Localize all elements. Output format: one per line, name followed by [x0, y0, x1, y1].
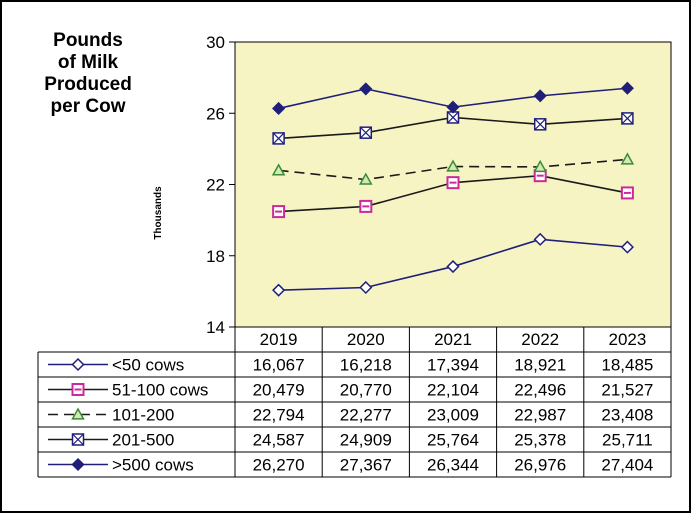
data-label: 20,479 — [253, 381, 305, 400]
series-2 — [272, 169, 634, 219]
data-label: 22,496 — [514, 381, 566, 400]
data-label: 20,770 — [340, 381, 392, 400]
series-point — [71, 457, 85, 472]
table-row: >500 cows 26,270 27,367 26,344 26,976 27,404 — [48, 456, 653, 475]
x-tick-label: 2020 — [347, 330, 385, 349]
data-label: 24,909 — [340, 431, 392, 450]
data-label: 21,527 — [601, 381, 653, 400]
data-label: 26,270 — [253, 456, 305, 475]
series-point — [359, 280, 373, 295]
legend-label: 101-200 — [112, 406, 174, 425]
series-5 — [272, 81, 634, 116]
y-tick-label: 26 — [206, 104, 225, 123]
data-label: 16,218 — [340, 356, 392, 375]
data-label: 25,764 — [427, 431, 479, 450]
series-layer — [271, 81, 635, 297]
table-row: 101-200 22,794 22,277 23,009 22,987 23,408 — [48, 406, 653, 425]
table-row: 51-100 cows 20,479 20,770 22,104 22,496 21,52… — [48, 381, 653, 400]
x-tick-label: 2022 — [521, 330, 559, 349]
y-tick-label: 30 — [206, 33, 225, 52]
data-label: 17,394 — [427, 356, 479, 375]
y-tick-label: 14 — [206, 318, 225, 337]
data-label: 22,277 — [340, 406, 392, 425]
y-axis: 14 18 22 26 30 — [206, 33, 235, 337]
data-label: 25,378 — [514, 431, 566, 450]
series-point — [446, 259, 460, 274]
x-tick-label: 2019 — [260, 330, 298, 349]
title-line: per Cow — [51, 96, 126, 117]
series-point — [71, 407, 85, 420]
data-table: 2019 2020 2021 2022 2023 <50 cows 16,067 16,218… — [37, 327, 672, 478]
data-label: 23,408 — [601, 406, 653, 425]
series-point — [620, 81, 634, 95]
series-line — [278, 158, 628, 181]
series-point — [620, 152, 635, 165]
series-point-cross — [534, 118, 547, 131]
title-line: Pounds — [53, 30, 123, 51]
series-point — [533, 232, 547, 246]
data-label: 22,987 — [514, 406, 566, 425]
series-point — [446, 100, 460, 114]
data-label: 26,344 — [427, 456, 479, 475]
table-row: <50 cows 16,067 16,218 17,394 18,921 18,485 — [48, 356, 653, 375]
data-label: 27,404 — [601, 456, 653, 475]
series-point — [272, 101, 286, 116]
data-label: 24,587 — [253, 431, 305, 450]
legend-label: 201-500 — [112, 431, 174, 450]
y-axis-label: Thousands — [153, 186, 164, 240]
series-point — [446, 159, 460, 172]
y-tick-label: 22 — [206, 176, 225, 195]
series-point-cross — [272, 132, 285, 145]
series-point — [533, 89, 547, 103]
x-tick-label: 2023 — [608, 330, 646, 349]
data-label: 18,921 — [514, 356, 566, 375]
series-4 — [272, 111, 634, 145]
series-point — [71, 357, 85, 372]
series-point — [272, 283, 286, 297]
series-point-cross — [447, 111, 459, 124]
title-line: of Milk — [58, 52, 119, 73]
series-point-cross — [621, 112, 634, 125]
series-point — [359, 82, 373, 96]
series-point — [533, 159, 547, 173]
series-1 — [272, 232, 634, 297]
data-label: 16,067 — [253, 356, 305, 375]
series-point — [359, 172, 373, 185]
data-label: 25,711 — [602, 431, 653, 450]
table-row: 201-500 24,587 24,909 25,764 25,378 25,711 — [48, 431, 653, 450]
title-line: Produced — [44, 74, 132, 95]
y-tick-label: 18 — [206, 247, 225, 266]
data-label: 18,485 — [601, 356, 653, 375]
legend-label: 51-100 cows — [112, 381, 208, 400]
series-3 — [271, 152, 635, 185]
data-label: 22,794 — [253, 406, 305, 425]
data-label: 26,976 — [514, 456, 566, 475]
series-point — [271, 163, 286, 176]
series-point — [620, 240, 634, 254]
x-tick-label: 2021 — [434, 330, 472, 349]
series-point-cross — [359, 126, 372, 139]
legend-label: >500 cows — [112, 456, 194, 475]
legend-label: <50 cows — [112, 356, 184, 375]
data-label: 27,367 — [340, 456, 392, 475]
series-point-cross — [72, 433, 84, 446]
data-label: 23,009 — [427, 406, 479, 425]
data-label: 22,104 — [427, 381, 479, 400]
